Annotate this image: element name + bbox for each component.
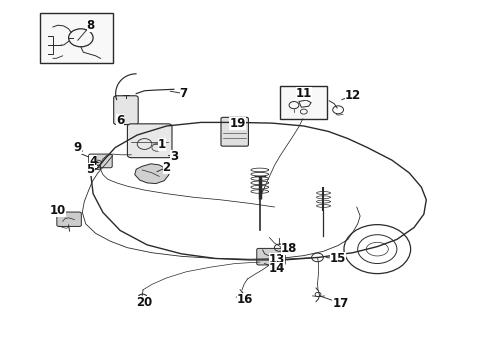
FancyBboxPatch shape bbox=[40, 13, 113, 63]
Text: 11: 11 bbox=[295, 87, 312, 100]
Text: 13: 13 bbox=[269, 253, 285, 266]
Text: 4: 4 bbox=[89, 156, 97, 168]
FancyBboxPatch shape bbox=[89, 154, 112, 168]
Text: 12: 12 bbox=[344, 89, 361, 102]
FancyBboxPatch shape bbox=[280, 86, 327, 119]
Text: 3: 3 bbox=[170, 150, 178, 163]
Text: 17: 17 bbox=[332, 297, 349, 310]
FancyBboxPatch shape bbox=[127, 124, 172, 158]
Text: 7: 7 bbox=[180, 87, 188, 100]
FancyBboxPatch shape bbox=[57, 212, 81, 226]
Text: 20: 20 bbox=[136, 296, 153, 309]
Text: 19: 19 bbox=[229, 117, 246, 130]
Text: 6: 6 bbox=[116, 114, 124, 127]
Text: 5: 5 bbox=[87, 163, 95, 176]
Text: 18: 18 bbox=[281, 242, 297, 255]
FancyBboxPatch shape bbox=[221, 117, 248, 146]
Text: 15: 15 bbox=[330, 252, 346, 265]
Text: 16: 16 bbox=[237, 293, 253, 306]
Text: 1: 1 bbox=[158, 138, 166, 150]
Text: 9: 9 bbox=[74, 141, 81, 154]
Text: 10: 10 bbox=[49, 204, 66, 217]
FancyBboxPatch shape bbox=[114, 96, 138, 125]
Polygon shape bbox=[135, 164, 169, 184]
Text: 14: 14 bbox=[269, 262, 285, 275]
Text: 8: 8 bbox=[87, 19, 95, 32]
FancyBboxPatch shape bbox=[257, 248, 285, 265]
Text: 2: 2 bbox=[163, 161, 171, 174]
